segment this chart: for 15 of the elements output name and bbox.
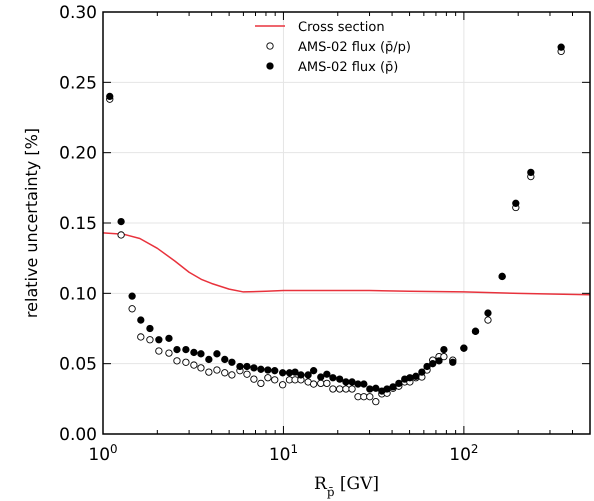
legend-label: AMS-02 flux (p̄/p) xyxy=(298,40,412,55)
x-tick-label: 10$^{0}$ xyxy=(88,442,118,465)
x-tick-label: 10$^{1}$ xyxy=(268,442,298,465)
legend-label: Cross section xyxy=(298,20,385,35)
y-tick-label: 0.10 xyxy=(59,284,97,304)
y-tick-label: 0.15 xyxy=(59,214,97,234)
x-tick-label: 10$^{2}$ xyxy=(449,442,478,465)
y-tick-label: 0.05 xyxy=(59,354,97,375)
y-tick-label: 0.00 xyxy=(59,425,97,445)
y-tick-label: 0.20 xyxy=(59,144,97,164)
y-tick-label: 0.30 xyxy=(59,3,97,23)
x-axis-title: R$_{p̄}$ [GV] xyxy=(314,474,379,499)
y-axis-title: relative uncertainty [%] xyxy=(22,128,41,318)
legend-label: AMS-02 flux (p̄) xyxy=(298,60,398,75)
y-tick-label: 0.25 xyxy=(59,73,97,94)
